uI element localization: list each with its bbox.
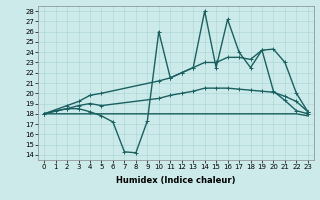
X-axis label: Humidex (Indice chaleur): Humidex (Indice chaleur) (116, 176, 236, 185)
